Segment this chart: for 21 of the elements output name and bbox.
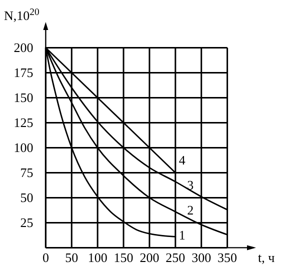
y-tick-label: 200 (14, 40, 34, 55)
x-tick-label: 250 (166, 250, 186, 265)
x-tick-label: 200 (140, 250, 160, 265)
series-label: 4 (178, 152, 186, 168)
x-tick-label: 100 (88, 250, 108, 265)
y-tick-label: 100 (14, 140, 34, 155)
x-tick-label: 0 (42, 250, 49, 265)
y-tick-label: 50 (20, 190, 34, 205)
series-label: 1 (178, 228, 186, 243)
x-tick-label: 300 (192, 250, 212, 265)
y-axis-title: N,10$^{20}$ (4, 6, 40, 23)
series-label: 2 (187, 202, 194, 218)
x-tick-label: 50 (65, 250, 78, 265)
x-tick-label: 150 (114, 250, 134, 265)
y-tick-label: 175 (14, 64, 34, 80)
y-tick-label: 25 (20, 214, 34, 230)
y-tick-label: 75 (20, 164, 34, 180)
y-tick-label: 150 (14, 90, 34, 105)
y-tick-label: 125 (14, 114, 34, 130)
x-tick-label: 350 (218, 250, 238, 265)
x-axis-title: t, ч (258, 250, 276, 265)
